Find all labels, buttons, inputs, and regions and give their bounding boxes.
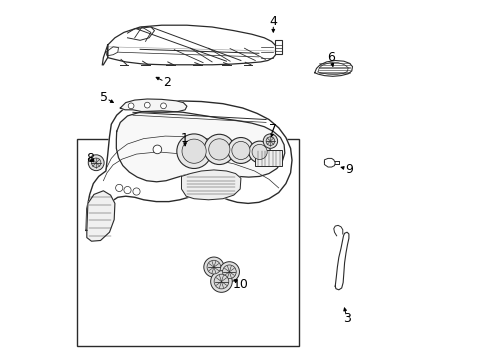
Circle shape bbox=[206, 260, 220, 274]
Bar bbox=[255, 150, 282, 166]
Circle shape bbox=[208, 139, 229, 160]
Circle shape bbox=[204, 134, 234, 165]
Circle shape bbox=[210, 271, 232, 292]
Circle shape bbox=[182, 139, 206, 163]
Circle shape bbox=[251, 144, 266, 159]
Polygon shape bbox=[107, 25, 276, 65]
Circle shape bbox=[123, 186, 131, 194]
Polygon shape bbox=[87, 191, 115, 241]
Circle shape bbox=[144, 102, 150, 108]
Circle shape bbox=[265, 137, 274, 145]
Polygon shape bbox=[324, 158, 335, 167]
Circle shape bbox=[222, 265, 236, 279]
Circle shape bbox=[160, 103, 166, 109]
Circle shape bbox=[248, 141, 270, 163]
Circle shape bbox=[128, 103, 134, 109]
Circle shape bbox=[231, 141, 249, 159]
Polygon shape bbox=[314, 60, 352, 76]
Text: 9: 9 bbox=[344, 163, 352, 176]
Bar bbox=[77, 139, 298, 346]
Circle shape bbox=[219, 262, 239, 282]
Circle shape bbox=[214, 274, 228, 289]
Circle shape bbox=[91, 158, 101, 167]
Text: 5: 5 bbox=[100, 91, 108, 104]
Polygon shape bbox=[335, 232, 348, 290]
Text: 7: 7 bbox=[269, 123, 277, 136]
Circle shape bbox=[263, 134, 277, 148]
Circle shape bbox=[153, 145, 162, 154]
Polygon shape bbox=[120, 99, 186, 112]
Text: 8: 8 bbox=[85, 152, 94, 165]
Circle shape bbox=[203, 257, 224, 277]
Text: 3: 3 bbox=[343, 312, 350, 325]
Circle shape bbox=[227, 138, 253, 163]
Circle shape bbox=[177, 134, 211, 168]
Circle shape bbox=[133, 188, 140, 195]
Circle shape bbox=[115, 184, 122, 192]
Text: 10: 10 bbox=[232, 278, 248, 291]
Bar bbox=[275, 40, 281, 54]
Polygon shape bbox=[86, 101, 291, 230]
Polygon shape bbox=[181, 170, 241, 200]
Text: 2: 2 bbox=[163, 76, 171, 89]
Polygon shape bbox=[116, 111, 284, 182]
Text: 1: 1 bbox=[181, 132, 189, 145]
Text: 6: 6 bbox=[326, 51, 334, 64]
Circle shape bbox=[88, 155, 104, 171]
Text: 4: 4 bbox=[269, 15, 277, 28]
